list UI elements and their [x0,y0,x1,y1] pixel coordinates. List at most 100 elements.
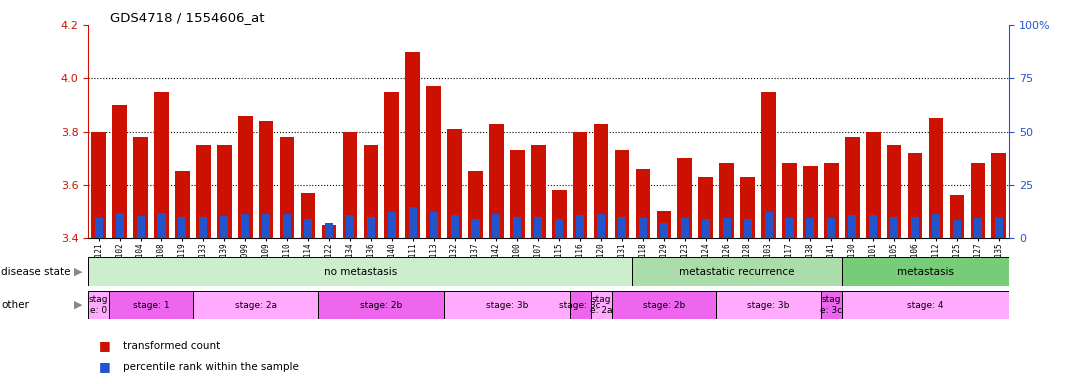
Bar [406,51,420,238]
Bar [451,215,458,238]
Bar [782,164,797,238]
Bar [572,131,587,238]
Bar [639,218,647,238]
Bar [490,124,504,238]
Bar [744,219,752,238]
Text: stag
e: 0: stag e: 0 [89,295,109,315]
Text: GDS4718 / 1554606_at: GDS4718 / 1554606_at [110,12,265,25]
Bar [221,216,228,238]
Text: percentile rank within the sample: percentile rank within the sample [123,362,298,372]
Bar [199,217,208,238]
Bar [678,158,692,238]
Bar [785,218,793,238]
Bar [761,91,776,238]
Bar [426,86,441,238]
Bar [300,193,315,238]
Bar [929,118,944,238]
Bar [591,291,611,319]
Bar [513,217,522,238]
Bar [932,214,940,238]
Bar [841,257,1009,286]
Bar [660,223,668,238]
Bar [448,129,462,238]
Text: stage: 3c: stage: 3c [560,301,601,310]
Bar [154,91,169,238]
Bar [280,137,295,238]
Bar [384,91,399,238]
Bar [444,291,569,319]
Bar [493,214,500,238]
Text: stage: 3b: stage: 3b [748,301,790,310]
Bar [387,212,396,238]
Bar [91,131,107,238]
Bar [594,124,608,238]
Text: transformed count: transformed count [123,341,220,351]
Bar [193,291,318,319]
Bar [468,172,483,238]
Text: stage: 2a: stage: 2a [235,301,277,310]
Text: stage: 2b: stage: 2b [360,301,402,310]
Bar [342,131,357,238]
Bar [720,164,734,238]
Bar [112,105,127,238]
Text: disease state: disease state [1,266,71,277]
Bar [157,213,166,238]
Bar [259,121,273,238]
Bar [217,145,231,238]
Text: no metastasis: no metastasis [324,266,397,277]
Bar [318,291,444,319]
Text: metastasis: metastasis [897,266,954,277]
Bar [890,217,898,238]
Bar [765,212,773,238]
Bar [238,116,253,238]
Text: ■: ■ [99,339,111,352]
Text: ■: ■ [99,360,111,373]
Bar [698,177,713,238]
Bar [845,137,860,238]
Bar [950,195,964,238]
Bar [88,257,633,286]
Bar [991,153,1006,238]
Bar [995,217,1003,238]
Bar [717,291,821,319]
Bar [88,291,109,319]
Bar [409,207,416,238]
Bar [95,218,102,238]
Bar [429,212,438,238]
Bar [681,218,689,238]
Bar [848,215,856,238]
Bar [283,214,292,238]
Bar [866,131,880,238]
Bar [974,218,982,238]
Bar [633,257,841,286]
Bar [971,164,986,238]
Bar [305,219,312,238]
Bar [569,291,591,319]
Bar [806,218,815,238]
Bar [137,216,144,238]
Bar [345,215,354,238]
Bar [510,150,525,238]
Bar [196,145,211,238]
Bar [702,219,710,238]
Text: metastatic recurrence: metastatic recurrence [679,266,795,277]
Bar [530,145,546,238]
Bar [263,214,270,238]
Text: stag
e: 3c: stag e: 3c [820,295,843,315]
Bar [827,218,835,238]
Bar [241,214,250,238]
Bar [133,137,147,238]
Bar [618,217,626,238]
Text: stage: 2b: stage: 2b [642,301,685,310]
Bar [656,212,671,238]
Bar [740,177,755,238]
Text: ▶: ▶ [74,300,83,310]
Bar [824,164,838,238]
Bar [552,190,567,238]
Bar [555,219,563,238]
Bar [821,291,841,319]
Text: stage: 3b: stage: 3b [485,301,528,310]
Bar [614,150,629,238]
Bar [597,214,605,238]
Bar [364,145,378,238]
